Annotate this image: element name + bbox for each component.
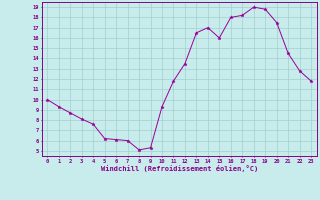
X-axis label: Windchill (Refroidissement éolien,°C): Windchill (Refroidissement éolien,°C): [100, 165, 258, 172]
